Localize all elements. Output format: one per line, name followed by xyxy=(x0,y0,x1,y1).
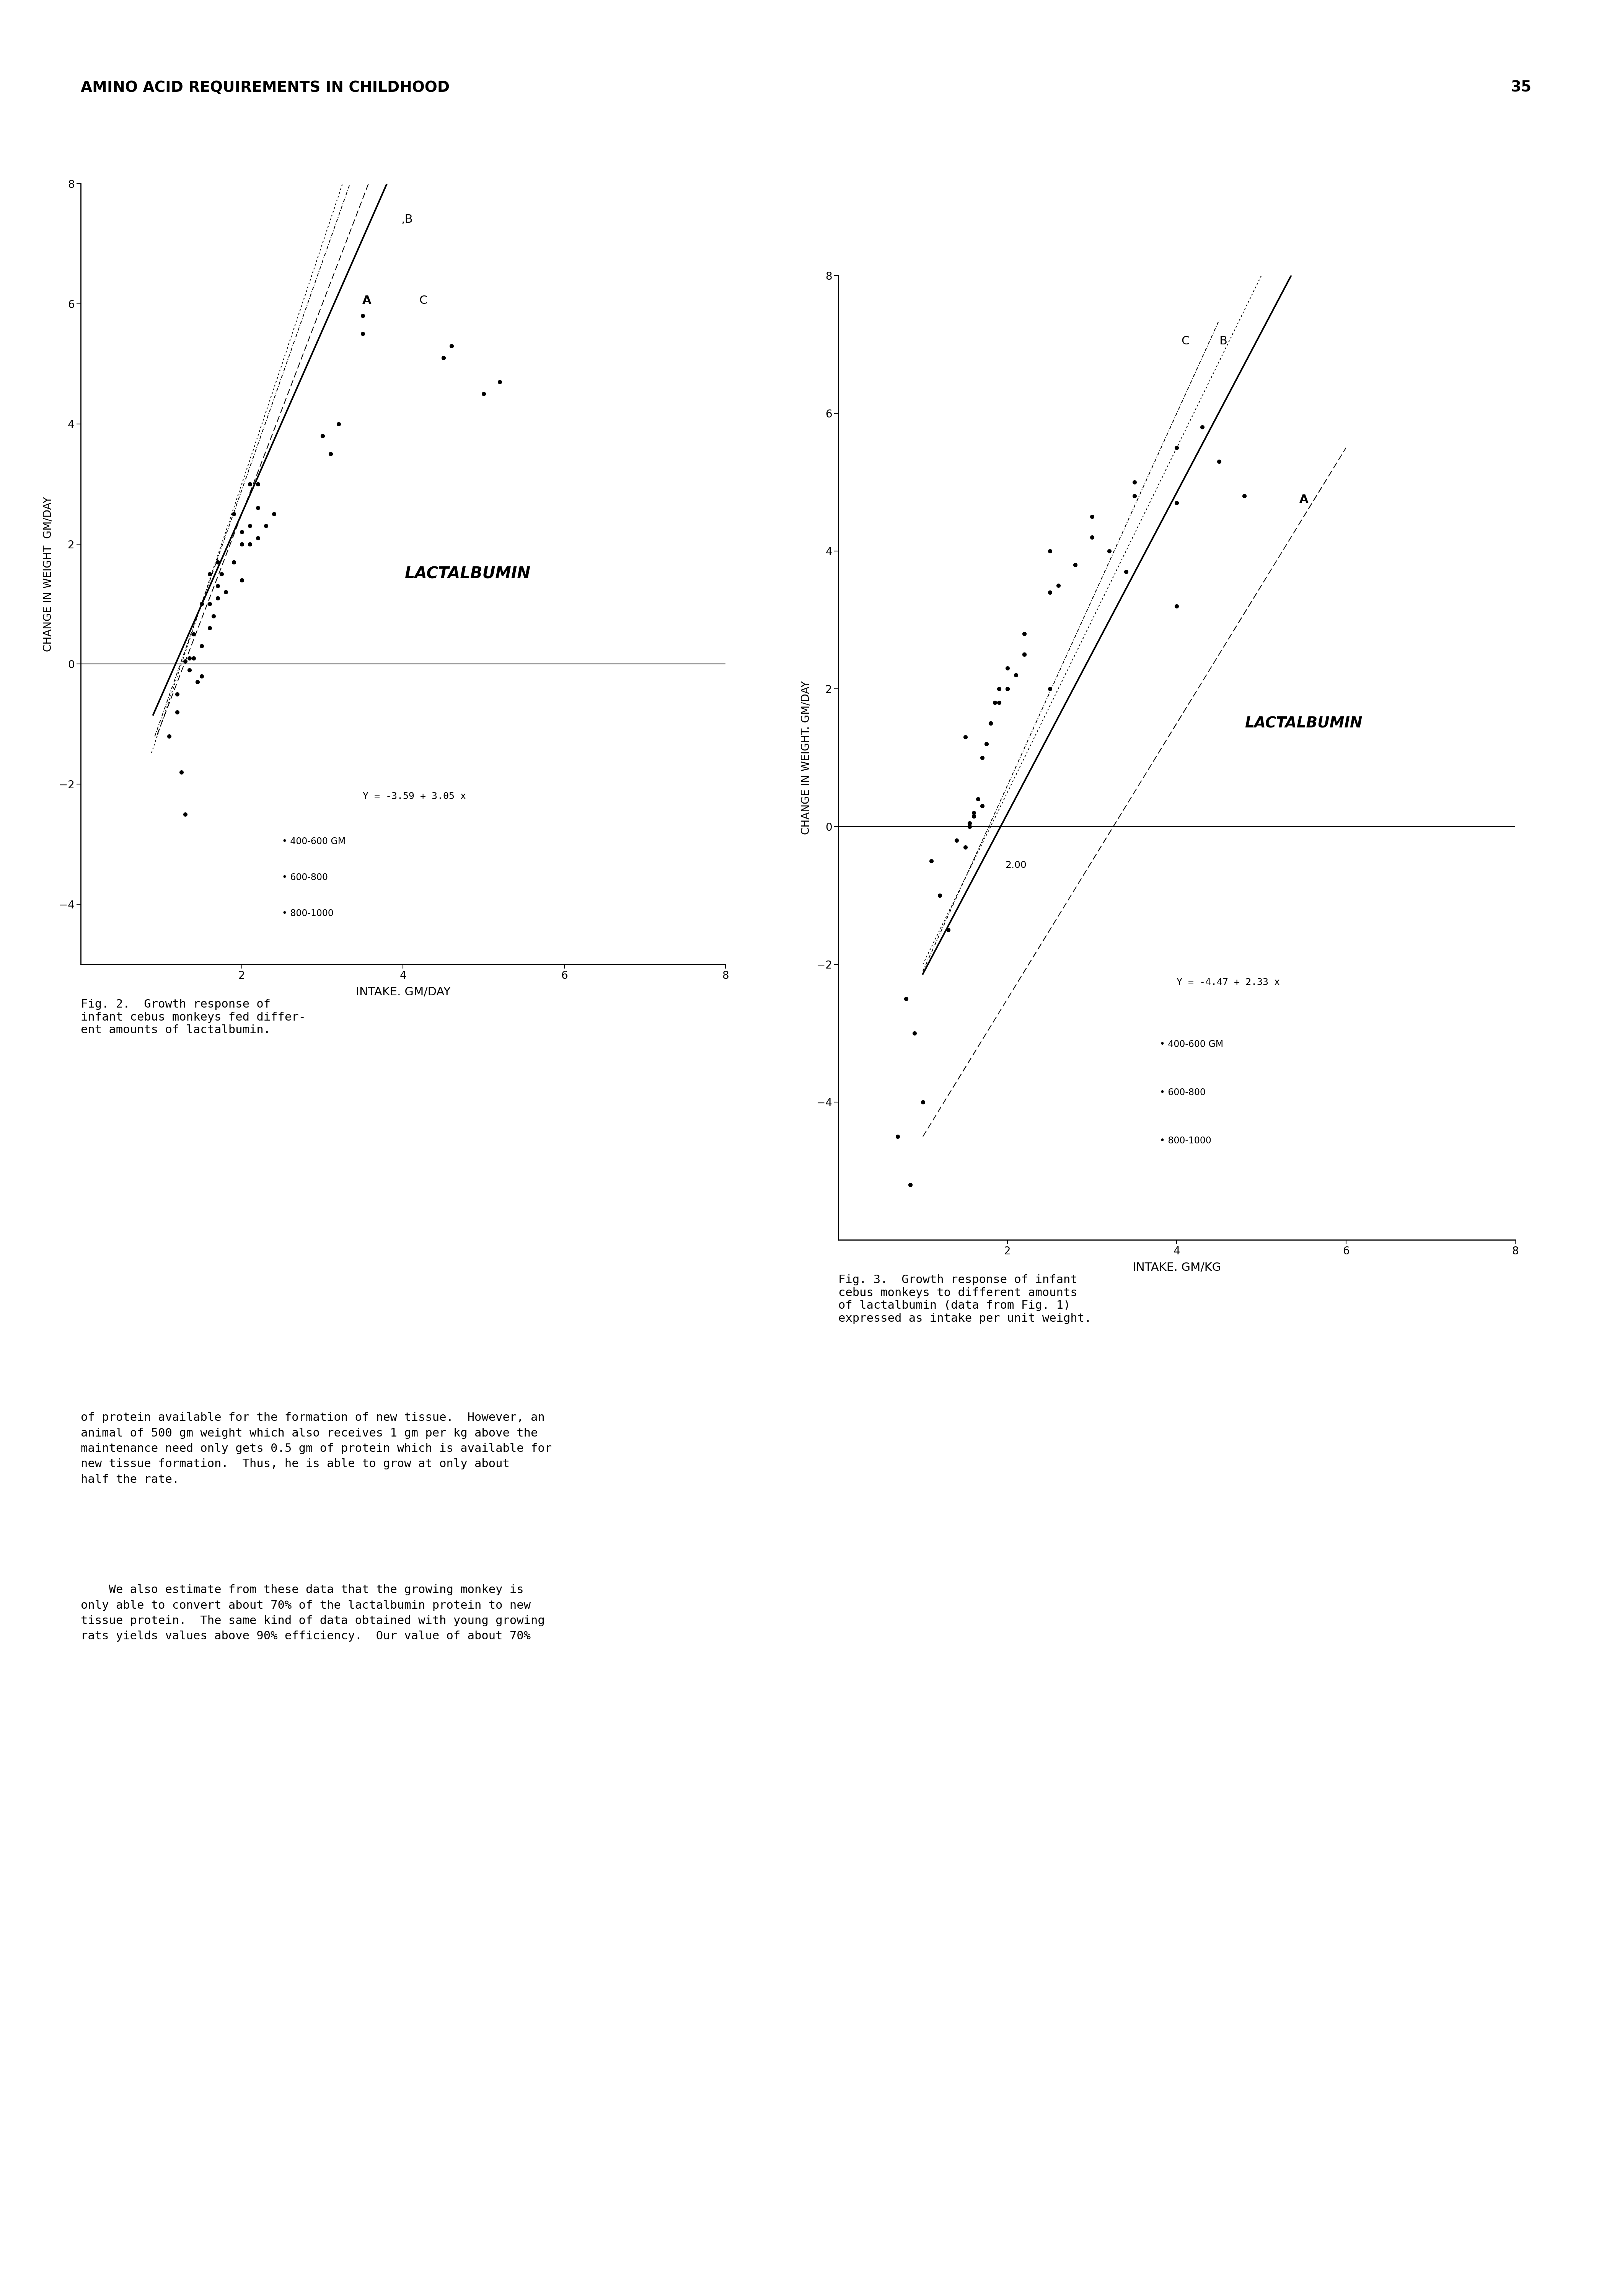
Text: C: C xyxy=(419,294,427,305)
Text: Y = -3.59 + 3.05 x: Y = -3.59 + 3.05 x xyxy=(363,792,466,801)
Text: A: A xyxy=(363,294,371,305)
Text: Fig. 3.  Growth response of infant
cebus monkeys to different amounts
of lactalb: Fig. 3. Growth response of infant cebus … xyxy=(838,1274,1091,1325)
Text: • 600-800: • 600-800 xyxy=(282,872,327,882)
Text: Fig. 2.  Growth response of
infant cebus monkeys fed differ-
ent amounts of lact: Fig. 2. Growth response of infant cebus … xyxy=(81,999,306,1035)
Text: • 400-600 GM: • 400-600 GM xyxy=(282,838,345,847)
Text: LACTALBUMIN: LACTALBUMIN xyxy=(405,567,530,583)
X-axis label: INTAKE. GM/KG: INTAKE. GM/KG xyxy=(1133,1263,1220,1272)
Text: LACTALBUMIN: LACTALBUMIN xyxy=(1244,716,1362,730)
Text: 35: 35 xyxy=(1510,80,1531,94)
Text: of protein available for the formation of new tissue.  However, an
animal of 500: of protein available for the formation o… xyxy=(81,1412,551,1486)
Text: B: B xyxy=(1219,335,1227,347)
Text: AMINO ACID REQUIREMENTS IN CHILDHOOD: AMINO ACID REQUIREMENTS IN CHILDHOOD xyxy=(81,80,450,94)
Text: ,B: ,B xyxy=(401,214,413,225)
X-axis label: INTAKE. GM/DAY: INTAKE. GM/DAY xyxy=(356,987,450,996)
Text: A: A xyxy=(1299,494,1309,505)
Y-axis label: CHANGE IN WEIGHT. GM/DAY: CHANGE IN WEIGHT. GM/DAY xyxy=(801,680,811,836)
Text: Y = -4.47 + 2.33 x: Y = -4.47 + 2.33 x xyxy=(1177,978,1280,987)
Text: • 800-1000: • 800-1000 xyxy=(1161,1137,1212,1146)
Text: 2.00: 2.00 xyxy=(1006,861,1027,870)
Y-axis label: CHANGE IN WEIGHT  GM/DAY: CHANGE IN WEIGHT GM/DAY xyxy=(44,496,53,652)
Text: • 600-800: • 600-800 xyxy=(1161,1088,1206,1097)
Text: • 800-1000: • 800-1000 xyxy=(282,909,334,918)
Text: We also estimate from these data that the growing monkey is
only able to convert: We also estimate from these data that th… xyxy=(81,1584,545,1642)
Text: C: C xyxy=(1182,335,1190,347)
Text: • 400-600 GM: • 400-600 GM xyxy=(1161,1040,1224,1049)
